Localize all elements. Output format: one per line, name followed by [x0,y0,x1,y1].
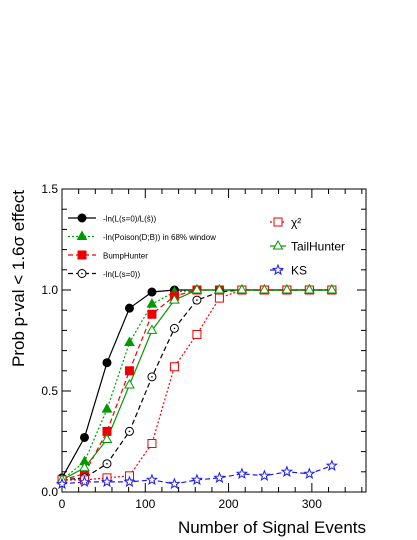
data-point-3-2-dot [106,462,108,465]
legend-label-1: -ln(Poison(D;B)) in 68% window [103,233,216,242]
data-point-2-3 [124,366,134,376]
data-point-1-2 [101,403,113,413]
data-point-5-3 [124,378,135,389]
legend-label-3: -ln(L(s=0)) [103,270,140,279]
y-tick-label: 0.5 [41,384,58,398]
data-point-5-1 [79,461,90,472]
plot-frame [61,188,367,493]
y-tick-label: 0.0 [41,485,58,499]
data-point-6-1 [78,475,91,488]
data-point-6-3 [123,475,136,488]
data-point-6-11 [303,467,316,480]
data-point-5-6 [191,283,203,294]
data-point-6-2 [100,475,114,488]
legend-label-2: BumpHunter [103,252,148,261]
x-tick-label: 100 [135,497,155,511]
y-axis-label: Prob p-val < 1.6σ effect [9,190,28,367]
x-tick-label: 200 [219,497,239,511]
data-point-4-6 [192,329,202,339]
legend-label-5: TailHunter [291,240,345,254]
data-point-4-4 [147,439,157,449]
data-point-1-3 [124,336,135,347]
axes: 0 100 200 300 0.0 0.5 1.0 1.5 [41,182,367,511]
data-point-6-12 [325,459,338,471]
data-point-6-4 [145,473,159,486]
data-point-6-7 [213,471,226,484]
data-point-5-11 [304,283,315,294]
data-point-5-9 [259,283,270,294]
legend-marker-0 [77,213,87,223]
data-point-2-4 [147,309,157,319]
data-point-5-12 [326,283,338,294]
data-point-3-4-dot [151,376,153,378]
legend-label-0: -ln(L(s=0)/L(ŝ)) [103,215,156,224]
data-point-3-6-dot [196,299,198,301]
legend-marker-5 [272,239,284,250]
legend-label-4: χ² [291,216,301,230]
legend-marker-1 [76,230,88,240]
data-point-6-8 [235,467,249,480]
data-point-5-5 [169,294,180,304]
data-point-5-7 [214,283,225,294]
data-point-4-7 [214,293,224,303]
data-point-4-5 [169,362,179,372]
data-point-3-5-dot [173,327,176,330]
y-tick-label: 1.0 [41,283,58,297]
legend: -ln(L(s=0)/L(ŝ)) -ln(Poison(D;B)) in 68% … [68,213,345,279]
data-point-6-5 [168,477,181,490]
series-markers [55,283,338,490]
data-point-0-2 [102,358,112,368]
legend-marker-3-dot [81,272,83,275]
legend-marker-2 [77,250,87,260]
data-point-0-3 [124,303,134,313]
data-point-5-8 [236,283,248,294]
legend-label-6: KS [291,264,307,278]
data-point-1-4 [146,298,158,308]
legend-marker-6 [271,263,285,276]
legend-marker-4 [273,217,283,227]
x-axis-label: Number of Signal Events [178,518,366,537]
data-point-0-1 [79,432,89,442]
data-point-5-2 [101,433,113,443]
x-tick-label: 300 [302,497,322,511]
x-tick-label: 0 [59,497,66,511]
data-point-5-4 [146,324,158,334]
y-tick-label: 1.5 [41,182,58,196]
data-point-6-9 [258,469,271,482]
data-point-6-0 [55,477,69,490]
data-point-3-3-dot [128,430,131,433]
data-point-6-6 [190,473,204,486]
data-point-0-4 [147,287,157,297]
data-point-6-10 [280,465,293,478]
data-point-5-10 [281,283,293,294]
